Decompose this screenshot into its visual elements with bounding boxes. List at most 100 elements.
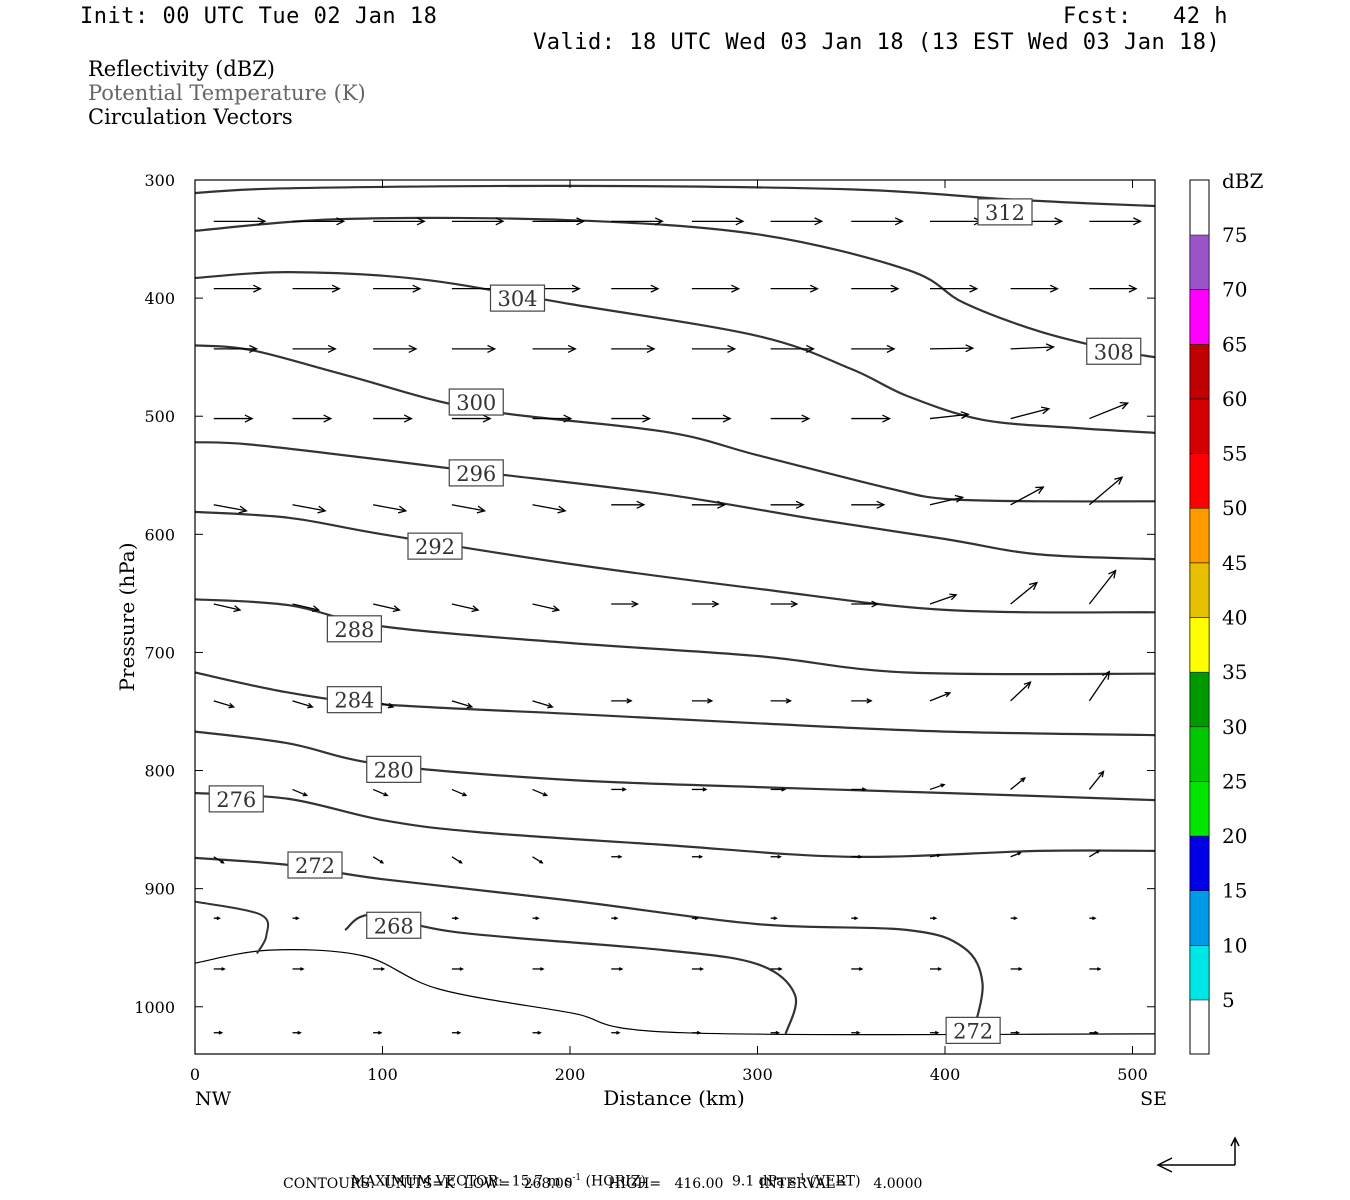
wind-vector-head [412, 284, 422, 293]
colorbar-band-55 [1189, 398, 1210, 454]
wind-vector-head [773, 916, 778, 921]
circulation-vectors [213, 217, 1143, 1035]
wind-vector-head [722, 414, 732, 423]
wind-vector [929, 594, 957, 605]
contour-label-text: 288 [334, 618, 374, 642]
contour-info-line: CONTOURS: UNITS=K LOW= 268.00 HIGH= 416.… [283, 1176, 923, 1192]
wind-vector-head [557, 505, 567, 514]
wind-vector-head [454, 916, 460, 921]
contour-label: 304 [489, 284, 546, 312]
wind-vector-head [731, 284, 741, 293]
colorbar-title: dBZ [1222, 169, 1264, 193]
wind-vector [929, 692, 951, 702]
x-tick-label: 300 [742, 1065, 773, 1084]
wind-vector-head [1096, 850, 1101, 854]
contour-label-text: 312 [985, 201, 1025, 225]
wind-vector [1088, 671, 1110, 702]
wind-vector-head [1114, 476, 1124, 485]
wind-vector-head [949, 593, 958, 601]
wind-vector-head [735, 217, 745, 226]
wind-vector-head [886, 344, 896, 353]
colorbar-band-25 [1189, 726, 1210, 782]
y-tick-label: 600 [144, 525, 175, 544]
valid-time: Valid: 18 UTC Wed 03 Jan 18 (13 EST Wed … [533, 30, 1221, 55]
wind-vector-head [717, 500, 727, 509]
y-tick-label: 500 [144, 407, 175, 426]
wind-vector-head [965, 344, 975, 353]
wind-vector [213, 700, 234, 708]
wind-vector-head [699, 967, 704, 971]
contour-label: 276 [208, 785, 264, 813]
wind-vector-head [336, 217, 346, 226]
wind-vector-head [459, 967, 464, 971]
contour-label-text: 276 [216, 788, 256, 812]
contour-label: 284 [326, 686, 382, 714]
wind-vector-head [1097, 967, 1102, 971]
wind-vector [373, 504, 406, 512]
wind-vector-head [387, 702, 395, 709]
wind-vector [1088, 476, 1123, 506]
wind-vector-head [707, 698, 714, 704]
wind-vector-head [495, 217, 505, 226]
contour-label-text: 304 [497, 287, 537, 311]
wind-vector-head [861, 787, 867, 792]
wind-vector-head [954, 494, 965, 503]
wind-vector-head [937, 967, 943, 971]
wind-vector-head [969, 284, 979, 293]
colorbar-band-5 [1189, 945, 1210, 1001]
wind-vector-head [1015, 1030, 1020, 1035]
wind-vector-head [297, 1030, 302, 1035]
wind-vector-head [711, 600, 720, 608]
colorbar-label: 35 [1222, 660, 1247, 684]
reference-vector [1156, 1136, 1240, 1173]
y-tick-label: 700 [144, 643, 175, 662]
wind-vector-head [476, 505, 487, 514]
wind-vector-head [801, 414, 811, 423]
wind-vector-head [778, 967, 783, 971]
colorbar-label: 30 [1222, 715, 1247, 739]
wind-vector-head [1013, 916, 1018, 921]
contour-label-text: 292 [415, 535, 455, 559]
wind-vector-head [636, 500, 646, 509]
wind-vector-head [547, 702, 554, 709]
y-tick-label: 800 [144, 762, 175, 781]
wind-vector [929, 413, 969, 420]
wind-vector-head [542, 792, 549, 797]
wind-vector [929, 347, 973, 350]
wind-vector-head [1020, 777, 1026, 783]
contour-label-text: 300 [456, 391, 496, 415]
theta-contour-312 [195, 184, 1155, 208]
wind-vector-head [616, 1030, 621, 1035]
colorbar-label: 5 [1222, 988, 1235, 1012]
wind-vector-head [1035, 486, 1045, 494]
wind-vector-head [1128, 284, 1138, 293]
wind-vector [451, 856, 462, 864]
wind-vector [532, 788, 547, 797]
contour-label: 308 [1086, 337, 1142, 365]
wind-vector-head [1040, 406, 1051, 415]
x-tick-label: 200 [555, 1065, 586, 1084]
colorbar-label: 65 [1222, 332, 1247, 356]
colorbar-band-30 [1189, 671, 1210, 728]
contour-label: 296 [448, 459, 504, 487]
wind-vector [451, 788, 467, 797]
wind-vector-head [960, 411, 970, 420]
plot-frame [194, 179, 1156, 1055]
wind-vector-head [646, 344, 656, 353]
colorbar-label: 25 [1222, 769, 1247, 793]
wind-vector-head [537, 1030, 542, 1035]
contour-label-text: 308 [1094, 340, 1134, 364]
wind-vector-head [1133, 217, 1143, 226]
wind-vector-head [621, 787, 627, 792]
theta-contour-276 [195, 791, 1155, 858]
wind-vector-head [331, 284, 341, 293]
wind-vector [213, 856, 224, 864]
wind-vector-head [257, 217, 267, 226]
wind-vector [292, 700, 313, 708]
wind-vector-head [618, 967, 624, 971]
wind-vector [929, 854, 940, 858]
field-label-theta: Potential Temperature (K) [88, 81, 366, 105]
max-vector-vert-value: 9.1 dPa s [731, 1173, 797, 1190]
wind-vector-head [380, 967, 386, 971]
